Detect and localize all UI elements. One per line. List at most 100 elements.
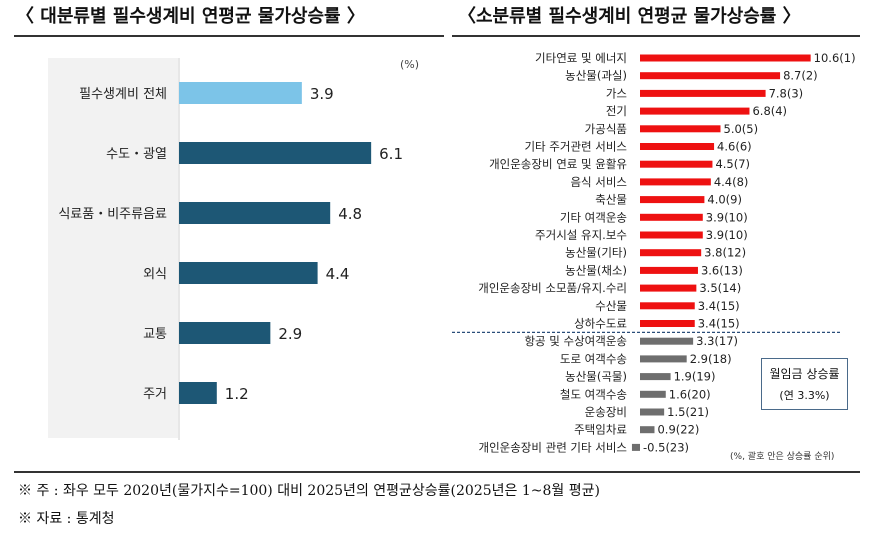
right-category-label: 기타 여객운송 (560, 210, 627, 224)
charts-canvas: 필수생계비 전체 3.9 수도・광열 6.1 식료품・비주류음료 4.8 외식 4.4 교통 2.… (48, 51, 856, 454)
left-value-label: 2.9 (278, 325, 302, 343)
right-value-label: 1.6(20) (669, 387, 711, 401)
right-category-label: 개인운송장비 관련 기타 서비스 (478, 440, 627, 454)
left-category-panel (48, 58, 178, 438)
left-value-label: 6.1 (379, 145, 403, 163)
right-category-label: 가공식품 (585, 122, 627, 136)
unit-label: (%) (400, 58, 420, 71)
left-category-label: 교통 (143, 327, 167, 342)
right-value-label: 4.4(8) (714, 175, 749, 189)
right-value-label: 3.9(10) (706, 210, 748, 224)
right-bar (640, 125, 721, 133)
right-bar (640, 72, 781, 80)
right-bar (640, 196, 705, 204)
right-value-label: 3.4(15) (698, 299, 740, 313)
right-value-label: 3.9(10) (706, 228, 748, 242)
right-value-label: 7.8(3) (769, 86, 804, 100)
right-value-label: 3.4(15) (698, 317, 740, 331)
right-category-label: 항공 및 수상여객운송 (524, 334, 627, 348)
right-bar (640, 54, 811, 62)
right-category-label: 운송장비 (585, 405, 627, 419)
right-bar (640, 373, 671, 381)
right-value-label: -0.5(23) (643, 440, 689, 454)
right-category-label: 가스 (606, 86, 627, 100)
source-line: ※ 자료 : 통계청 (18, 511, 115, 527)
right-category-label: 주택임차료 (574, 423, 627, 437)
right-bar (640, 143, 715, 150)
right-category-label: 기타 주거관련 서비스 (524, 140, 627, 154)
right-value-label: 4.6(6) (717, 140, 752, 154)
left-category-label: 필수생계비 전체 (79, 87, 167, 102)
right-bar (640, 284, 697, 292)
left-bar (179, 322, 271, 344)
right-category-label: 농산물(과실) (565, 69, 627, 83)
left-category-label: 수도・광열 (106, 147, 167, 162)
right-title-underline (452, 35, 860, 37)
right-category-label: 도로 여객수송 (560, 352, 627, 366)
right-category-label: 농산물(기타) (565, 246, 627, 260)
wage-growth-legend: 월임금 상승률 (연 3.3%) (761, 358, 848, 410)
legend-wage-label: 월임금 상승률 (769, 367, 840, 381)
left-value-label: 1.2 (225, 385, 249, 403)
right-value-label: 1.9(19) (674, 370, 716, 384)
right-category-label: 수산물 (595, 299, 627, 313)
right-bar (640, 302, 695, 310)
right-value-label: 3.8(12) (704, 246, 746, 260)
right-category-label: 농산물(곡물) (565, 370, 627, 384)
right-bar (640, 231, 703, 239)
right-bar (640, 408, 665, 416)
left-bar (179, 382, 217, 404)
left-value-label: 3.9 (310, 85, 334, 103)
right-value-label: 1.5(21) (667, 405, 709, 419)
right-value-label: 3.6(13) (701, 263, 743, 277)
right-category-label: 음식 서비스 (570, 175, 627, 189)
right-bar (640, 89, 766, 97)
right-category-label: 철도 여객수송 (560, 387, 627, 401)
right-value-label: 4.5(7) (715, 157, 750, 171)
right-category-label: 축산물 (595, 193, 627, 207)
right-bar (640, 160, 713, 168)
right-bar (640, 426, 655, 434)
right-bar (631, 443, 640, 451)
left-title-underline (14, 35, 444, 37)
right-value-label: 10.6(1) (814, 51, 856, 65)
left-value-label: 4.4 (326, 265, 350, 283)
right-chart-title: 〈소분류별 필수생계비 연평균 물가상승률 〉 (458, 6, 801, 27)
left-bar (179, 142, 372, 164)
right-bar (640, 213, 703, 221)
right-category-label: 개인운송장비 소모품/유지.수리 (478, 281, 627, 295)
right-bar (640, 266, 698, 274)
right-value-label: 6.8(4) (752, 104, 787, 118)
bottom-rule (14, 471, 860, 473)
right-category-label: 상하수도료 (574, 317, 627, 331)
note-line: ※ 주 : 좌우 모두 2020년(물가지수=100) 대비 2025년의 연평… (18, 483, 600, 499)
left-bar (179, 262, 318, 284)
right-bar (640, 178, 711, 186)
right-category-label: 전기 (606, 104, 627, 118)
right-bar (640, 107, 750, 115)
right-bar (640, 355, 687, 363)
right-value-label: 3.5(14) (699, 281, 741, 295)
right-value-label: 5.0(5) (724, 122, 759, 136)
left-category-label: 외식 (143, 267, 167, 282)
left-chart-title: 〈 대분류별 필수생계비 연평균 물가상승률 〉 (16, 6, 365, 27)
right-bar (640, 320, 695, 327)
right-value-label: 4.0(9) (707, 193, 742, 207)
right-category-label: 농산물(채소) (565, 263, 627, 277)
right-value-label: 3.3(17) (696, 334, 738, 348)
left-bar (179, 82, 302, 104)
legend-wage-value: (연 3.3%) (779, 389, 830, 402)
right-value-label: 2.9(18) (690, 352, 732, 366)
left-bar (179, 202, 331, 224)
right-category-label: 기타연료 및 에너지 (535, 51, 627, 65)
right-value-label: 0.9(22) (657, 423, 699, 437)
right-category-label: 주거시설 유지.보수 (535, 228, 627, 242)
left-category-label: 식료품・비주류음료 (58, 207, 167, 222)
right-value-label: 8.7(2) (783, 69, 818, 83)
rank-footnote: (%, 괄호 안은 상승률 순위) (730, 452, 835, 462)
right-bar (640, 390, 666, 398)
right-category-label: 개인운송장비 연료 및 윤활유 (489, 157, 627, 171)
left-value-label: 4.8 (338, 205, 362, 223)
left-category-label: 주거 (143, 387, 167, 402)
right-bar (640, 337, 694, 345)
